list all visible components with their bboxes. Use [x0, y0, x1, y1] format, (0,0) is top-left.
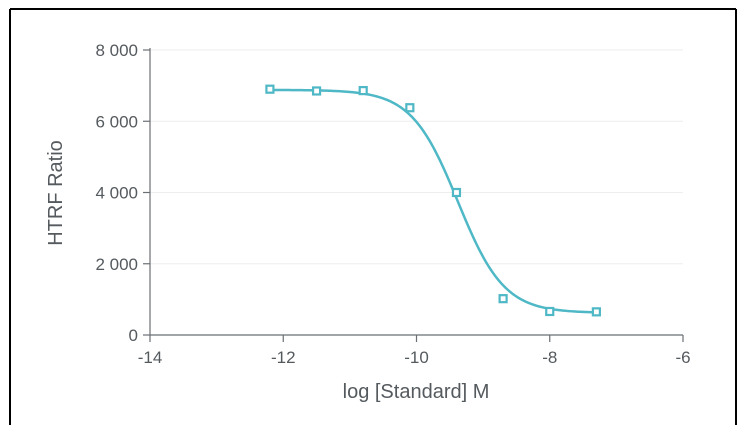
- y-tick-label: 0: [129, 326, 138, 345]
- data-point: [311, 86, 322, 96]
- y-tick-label: 2 000: [95, 255, 138, 274]
- data-point: [451, 187, 462, 198]
- y-axis-title: HTRF Ratio: [45, 140, 67, 246]
- data-point: [358, 86, 368, 96]
- data-point: [498, 294, 508, 304]
- fit-curve: [269, 88, 597, 314]
- data-point: [545, 306, 555, 317]
- y-tick-label: 6 000: [95, 112, 138, 131]
- axes: [143, 48, 684, 342]
- gridlines: [150, 49, 683, 265]
- data-points: [265, 84, 601, 317]
- y-tick-label: 4 000: [95, 184, 138, 203]
- data-point: [591, 307, 601, 317]
- x-tick-label: -12: [271, 348, 296, 367]
- x-tick-label: -10: [404, 348, 429, 367]
- data-point: [405, 103, 415, 113]
- x-axis-title: log [Standard] M: [343, 381, 490, 403]
- tick-labels: 0 2 000 4 000 6 000 8 000 -14 -12 -10 -8 -6: [95, 41, 690, 367]
- x-tick-label: -14: [138, 348, 163, 367]
- x-tick-label: -8: [542, 348, 557, 367]
- y-tick-label: 8 000: [95, 41, 138, 60]
- x-tick-label: -6: [675, 348, 690, 367]
- data-point: [265, 84, 275, 94]
